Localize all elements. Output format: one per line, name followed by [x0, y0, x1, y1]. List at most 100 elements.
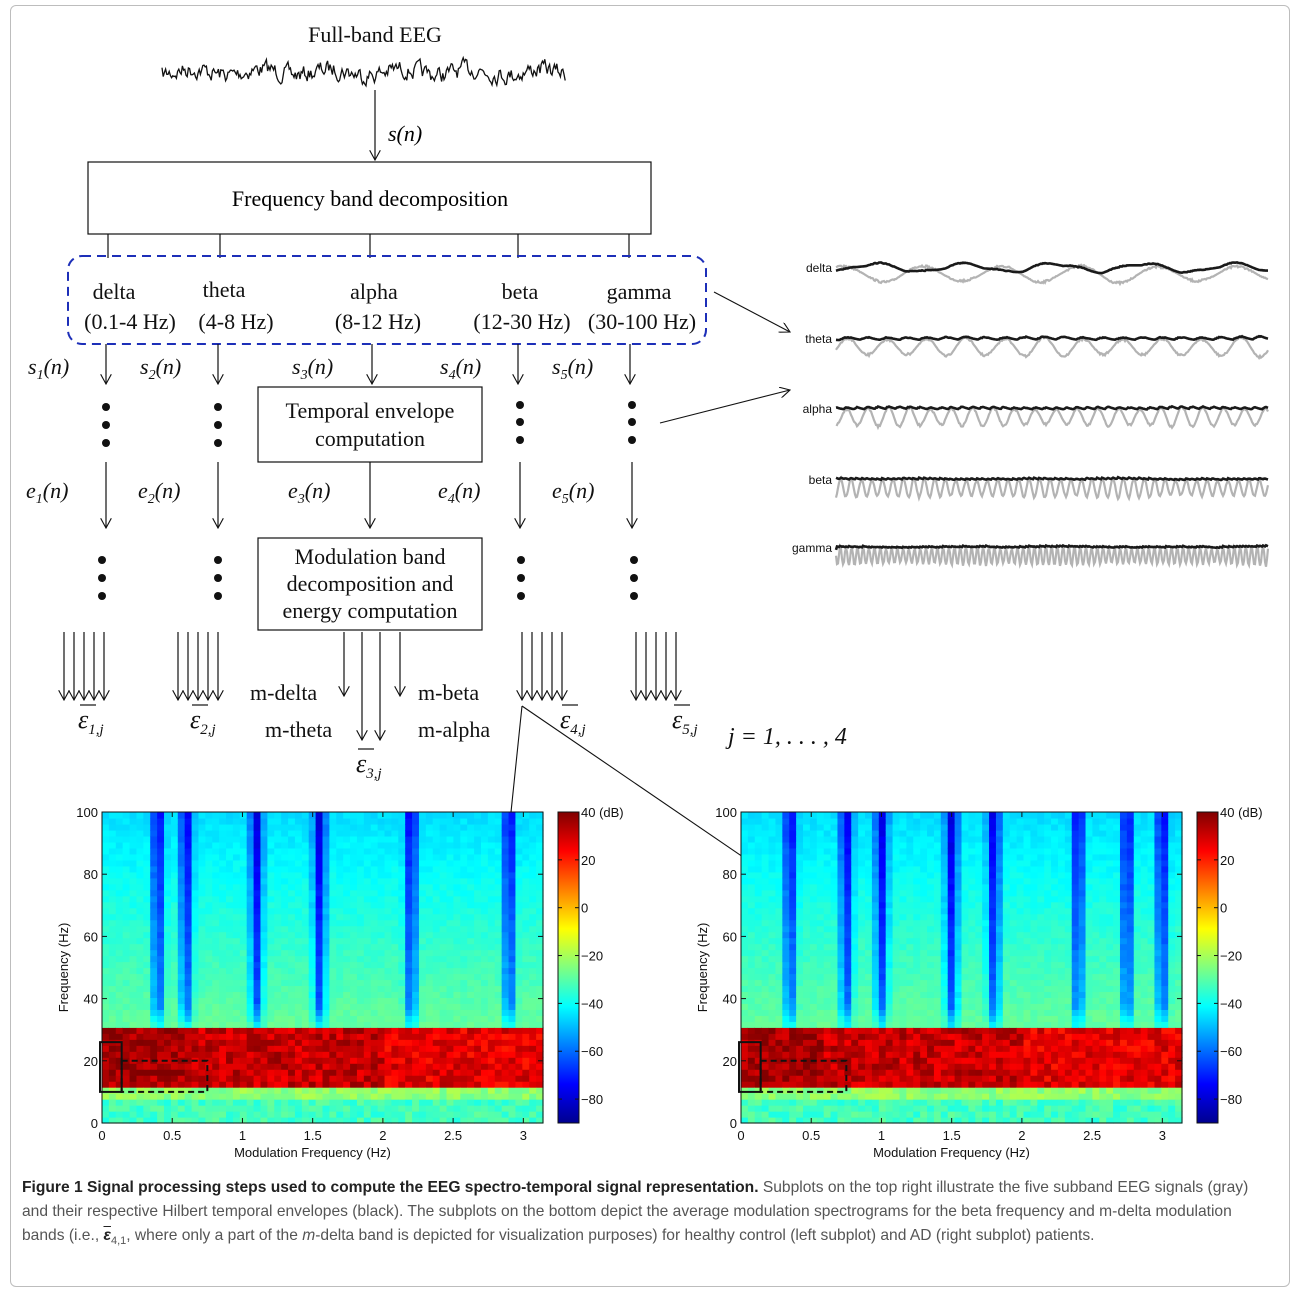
x-tick-label: 2.5 — [1083, 1128, 1101, 1143]
x-tick-label: 1.5 — [943, 1128, 961, 1143]
x-tick-label: 0.5 — [163, 1128, 181, 1143]
band-range-delta: (0.1-4 Hz) — [84, 309, 176, 334]
colorbar-tick-label: −40 — [1220, 996, 1242, 1011]
y-tick-label: 60 — [723, 929, 737, 944]
y-tick-label: 20 — [84, 1054, 98, 1069]
modulation-box-line-3: energy computation — [283, 598, 458, 623]
y-tick-label: 100 — [76, 805, 98, 820]
subband-signal-beta — [834, 475, 1270, 502]
signal-label-2: s2(n) — [140, 354, 181, 383]
band-range-beta: (12-30 Hz) — [473, 309, 570, 334]
energy-label-2: ε2,j — [190, 705, 216, 738]
y-axis-label: Frequency (Hz) — [695, 923, 710, 1013]
figure-diagram: Full-band EEG s(n) Frequency band decomp… — [26, 22, 1270, 1160]
envelope-box — [257, 386, 483, 463]
y-tick-label: 80 — [723, 867, 737, 882]
x-tick-label: 3 — [1159, 1128, 1166, 1143]
caption-title: Figure 1 Signal processing steps used to… — [22, 1179, 759, 1196]
colorbar — [1196, 811, 1219, 1124]
x-tick-label: 0 — [737, 1128, 744, 1143]
x-tick-label: 1 — [878, 1128, 885, 1143]
band-range-alpha: (8-12 Hz) — [335, 309, 421, 334]
solid-highlight-box — [99, 1041, 123, 1093]
signal-label-3: s3(n) — [292, 354, 333, 383]
subband-label-theta: theta — [805, 332, 832, 346]
band-group-dashed-box — [67, 255, 707, 345]
spectrogram-healthy-control: 0 0.5 1 1.5 2 2.5 3 0 20 40 60 80 100 Modulation Freq… — [56, 805, 624, 1160]
y-tick-label: 80 — [84, 867, 98, 882]
band-name-delta: delta — [93, 279, 136, 304]
y-tick-label: 40 — [84, 992, 98, 1007]
spectrogram-ad: 0 0.5 1 1.5 2 2.5 3 0 20 40 60 80 100 Modulation Freq… — [695, 805, 1263, 1160]
envelope-box-line-1: Temporal envelope — [286, 398, 455, 423]
band-name-gamma: gamma — [607, 279, 672, 304]
j-range-label: j = 1, . . . , 4 — [725, 724, 847, 750]
modulation-box — [257, 537, 483, 631]
signal-label-1: s1(n) — [28, 354, 69, 383]
colorbar-tick-label: 40 (dB) — [581, 805, 624, 820]
subband-label-gamma: gamma — [792, 541, 832, 555]
colorbar-tick-label: −20 — [581, 949, 603, 964]
subband-signal-theta — [835, 334, 1269, 361]
colorbar — [557, 811, 580, 1124]
subband-label-beta: beta — [809, 473, 833, 487]
x-tick-label: 2 — [1018, 1128, 1025, 1143]
band-name-alpha: alpha — [350, 279, 398, 304]
colorbar-tick-label: 20 — [1220, 853, 1234, 868]
subband-envelope-gamma — [834, 543, 1269, 551]
caption-text-2: , where only a part of the — [126, 1227, 303, 1244]
energy-label-1: ε1,j — [78, 705, 104, 738]
modulation-box-line-2: decomposition and — [287, 571, 454, 596]
colorbar-tick-label: 20 — [581, 853, 595, 868]
caption-symbol-sub: 4,1 — [110, 1235, 127, 1248]
mod-band-m-alpha: m-alpha — [418, 717, 490, 742]
dashed-highlight-box — [120, 1059, 209, 1093]
colorbar-tick-label: 40 (dB) — [1220, 805, 1263, 820]
y-tick-label: 0 — [730, 1116, 737, 1131]
y-tick-label: 100 — [715, 805, 737, 820]
envelope-label-4: e4(n) — [438, 478, 480, 507]
colorbar-tick-label: −80 — [581, 1092, 603, 1107]
signal-label-5: s5(n) — [552, 354, 593, 383]
band-name-theta: theta — [203, 277, 246, 302]
y-tick-label: 60 — [84, 929, 98, 944]
band-name-beta: beta — [502, 279, 539, 304]
subband-signal-gamma — [834, 542, 1270, 569]
ellipsis-dots-row-2 — [98, 556, 638, 600]
caption-italic-term: m — [302, 1227, 316, 1244]
spectrogram-cells — [741, 812, 1183, 1124]
caption-symbol: ε — [103, 1227, 111, 1244]
frequency-decomposition-box — [87, 161, 652, 235]
x-tick-label: 3 — [520, 1128, 527, 1143]
energy-label-5: ε5,j — [672, 705, 698, 738]
colorbar-tick-label: 0 — [581, 901, 588, 916]
full-band-eeg-trace — [161, 55, 566, 88]
subband-envelope-delta — [835, 261, 1268, 275]
energy-label-4: ε4,j — [560, 705, 586, 738]
band-range-gamma: (30-100 Hz) — [588, 309, 696, 334]
colorbar-tick-label: −40 — [581, 996, 603, 1011]
colorbar-tick-label: 0 — [1220, 901, 1227, 916]
y-tick-label: 20 — [723, 1054, 737, 1069]
signal-label-4: s4(n) — [440, 354, 481, 383]
mod-band-m-delta: m-delta — [250, 680, 317, 705]
subband-label-delta: delta — [806, 261, 832, 275]
envelope-label-5: e5(n) — [552, 478, 594, 507]
x-tick-label: 0.5 — [802, 1128, 820, 1143]
band-range-theta: (4-8 Hz) — [198, 309, 273, 334]
arrow-to-subband-panel-mid — [659, 390, 790, 424]
spectrogram-axes — [740, 811, 1183, 1124]
envelope-label-2: e2(n) — [138, 478, 180, 507]
x-tick-label: 0 — [98, 1128, 105, 1143]
solid-highlight-box — [738, 1041, 762, 1093]
subband-envelope-beta — [835, 475, 1269, 482]
dashed-highlight-box — [759, 1059, 848, 1093]
input-title: Full-band EEG — [308, 22, 442, 47]
spectrogram-cells — [102, 812, 544, 1124]
modulation-box-line-1: Modulation band — [295, 544, 446, 569]
colorbar-tick-label: −60 — [1220, 1044, 1242, 1059]
y-tick-label: 40 — [723, 992, 737, 1007]
x-tick-label: 1.5 — [304, 1128, 322, 1143]
x-axis-label: Modulation Frequency (Hz) — [873, 1145, 1030, 1160]
arrow-to-subband-panel-top — [713, 291, 790, 332]
